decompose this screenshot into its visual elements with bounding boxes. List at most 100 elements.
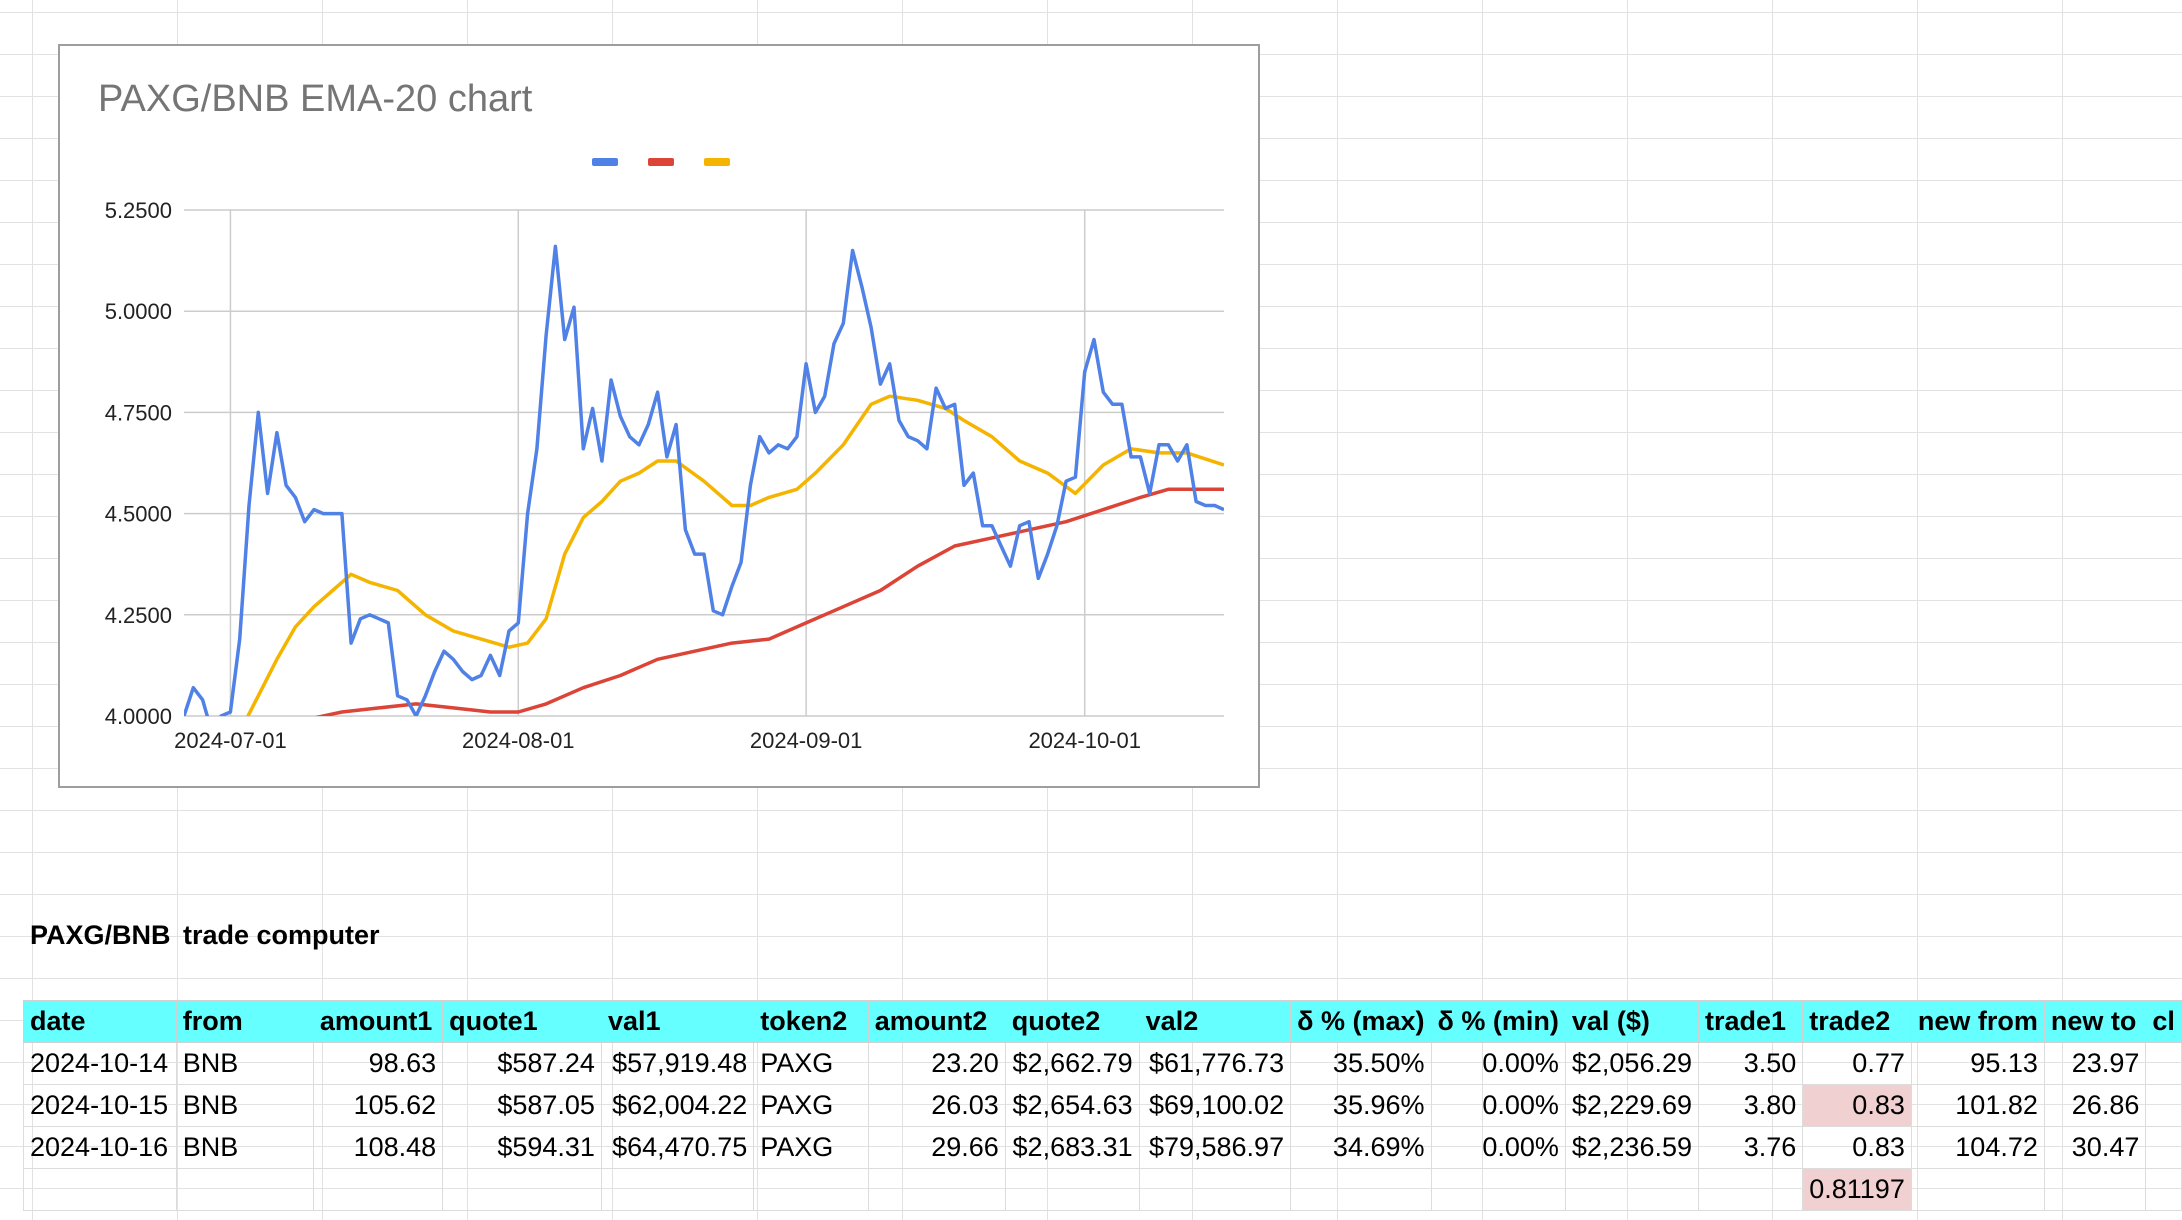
cell-delta-min[interactable]: 0.00%: [1430, 1084, 1566, 1127]
cell-val1[interactable]: $64,470.75: [600, 1126, 755, 1169]
cell-empty[interactable]: [23, 1168, 177, 1211]
cell-new-from[interactable]: 101.82: [1910, 1084, 2045, 1127]
cell-amount2[interactable]: 29.66: [867, 1126, 1006, 1169]
cell-empty[interactable]: [1004, 1168, 1140, 1211]
header-new-to[interactable]: new to: [2043, 1000, 2147, 1043]
cell-date[interactable]: 2024-10-15: [23, 1084, 177, 1127]
cell-empty[interactable]: [1430, 1168, 1566, 1211]
header-trade1[interactable]: trade1: [1697, 1000, 1804, 1043]
header-amount1[interactable]: amount1: [312, 1000, 444, 1043]
cell-quote2[interactable]: $2,662.79: [1004, 1042, 1140, 1085]
header-delta-min[interactable]: δ % (min): [1430, 1000, 1566, 1043]
cell-delta-max[interactable]: 35.50%: [1290, 1042, 1432, 1085]
cell-quote2[interactable]: $2,683.31: [1004, 1126, 1140, 1169]
cell-new-to[interactable]: 26.86: [2043, 1084, 2147, 1127]
cell-new-to[interactable]: 30.47: [2043, 1126, 2147, 1169]
cell-delta-min[interactable]: 0.00%: [1430, 1126, 1566, 1169]
cell-token2[interactable]: PAXG: [753, 1042, 869, 1085]
table-row: 2024-10-16 BNB 108.48 $594.31 $64,470.75…: [23, 1126, 2182, 1169]
cell-val2[interactable]: $79,586.97: [1138, 1126, 1292, 1169]
cell-token2[interactable]: PAXG: [753, 1126, 869, 1169]
cell-quote1[interactable]: $587.05: [442, 1084, 602, 1127]
cell-val-usd[interactable]: $2,229.69: [1564, 1084, 1700, 1127]
header-cl[interactable]: cl: [2145, 1000, 2182, 1043]
cell-cl[interactable]: [2145, 1126, 2182, 1169]
legend-swatch-1: [592, 158, 618, 166]
header-amount2[interactable]: amount2: [867, 1000, 1006, 1043]
cell-val1[interactable]: $62,004.22: [600, 1084, 755, 1127]
cell-trade1[interactable]: 3.50: [1697, 1042, 1804, 1085]
header-val1[interactable]: val1: [600, 1000, 755, 1043]
cell-empty[interactable]: [1138, 1168, 1292, 1211]
table-row: 2024-10-14 BNB 98.63 $587.24 $57,919.48 …: [23, 1042, 2182, 1085]
cell-empty[interactable]: [600, 1168, 755, 1211]
header-quote2[interactable]: quote2: [1004, 1000, 1140, 1043]
header-token2[interactable]: token2: [753, 1000, 869, 1043]
cell-empty[interactable]: [1697, 1168, 1804, 1211]
cell-new-from[interactable]: 95.13: [1910, 1042, 2045, 1085]
cell-delta-max[interactable]: 34.69%: [1290, 1126, 1432, 1169]
cell-from[interactable]: BNB: [175, 1084, 314, 1127]
cell-cl[interactable]: [2145, 1084, 2182, 1127]
chart-panel[interactable]: PAXG/BNB EMA-20 chart 4.0000 4.2500 4.5000…: [58, 44, 1260, 788]
cell-trade1[interactable]: 3.80: [1697, 1084, 1804, 1127]
header-new-from[interactable]: new from: [1910, 1000, 2045, 1043]
header-date[interactable]: date: [23, 1000, 177, 1043]
cell-new-to[interactable]: 23.97: [2043, 1042, 2147, 1085]
cell-quote1[interactable]: $594.31: [442, 1126, 602, 1169]
y-tick-label: 4.0000: [105, 704, 172, 729]
cell-token2[interactable]: PAXG: [753, 1084, 869, 1127]
header-quote1[interactable]: quote1: [442, 1000, 602, 1043]
cell-empty[interactable]: [312, 1168, 444, 1211]
cell-from[interactable]: BNB: [175, 1126, 314, 1169]
header-row: date from amount1 quote1 val1 token2 amo…: [23, 1000, 2182, 1043]
cell-quote1[interactable]: $587.24: [442, 1042, 602, 1085]
y-tick-label: 4.2500: [105, 603, 172, 628]
cell-trade2-average[interactable]: 0.81197: [1802, 1168, 1912, 1211]
cell-amount1[interactable]: 98.63: [312, 1042, 444, 1085]
cell-empty[interactable]: [1564, 1168, 1700, 1211]
cell-quote2[interactable]: $2,654.63: [1004, 1084, 1140, 1127]
cell-empty[interactable]: [175, 1168, 314, 1211]
header-val2[interactable]: val2: [1138, 1000, 1292, 1043]
cell-amount2[interactable]: 23.20: [867, 1042, 1006, 1085]
cell-trade2[interactable]: 0.77: [1802, 1042, 1912, 1085]
cell-val-usd[interactable]: $2,236.59: [1564, 1126, 1700, 1169]
cell-amount2[interactable]: 26.03: [867, 1084, 1006, 1127]
cell-empty[interactable]: [1910, 1168, 2045, 1211]
cell-empty[interactable]: [1290, 1168, 1432, 1211]
cell-val1[interactable]: $57,919.48: [600, 1042, 755, 1085]
cell-date[interactable]: 2024-10-14: [23, 1042, 177, 1085]
cell-empty[interactable]: [2145, 1168, 2182, 1211]
cell-from[interactable]: BNB: [175, 1042, 314, 1085]
cell-trade1[interactable]: 3.76: [1697, 1126, 1804, 1169]
header-delta-max[interactable]: δ % (max): [1290, 1000, 1432, 1043]
cell-amount1[interactable]: 108.48: [312, 1126, 444, 1169]
cell-val2[interactable]: $61,776.73: [1138, 1042, 1292, 1085]
cell-empty[interactable]: [442, 1168, 602, 1211]
cell-empty[interactable]: [2043, 1168, 2147, 1211]
cell-date[interactable]: 2024-10-16: [23, 1126, 177, 1169]
header-from[interactable]: from: [175, 1000, 314, 1043]
cell-delta-min[interactable]: 0.00%: [1430, 1042, 1566, 1085]
table-row: 0.81197: [23, 1168, 2182, 1211]
y-tick-label: 5.2500: [105, 198, 172, 223]
y-tick-label: 5.0000: [105, 299, 172, 324]
cell-trade2-highlighted[interactable]: 0.83: [1802, 1084, 1912, 1127]
cell-new-from[interactable]: 104.72: [1910, 1126, 2045, 1169]
cell-cl[interactable]: [2145, 1042, 2182, 1085]
y-tick-label: 4.5000: [105, 502, 172, 527]
table-row: 2024-10-15 BNB 105.62 $587.05 $62,004.22…: [23, 1084, 2182, 1127]
cell-amount1[interactable]: 105.62: [312, 1084, 444, 1127]
cell-val-usd[interactable]: $2,056.29: [1564, 1042, 1700, 1085]
x-tick-label: 2024-09-01: [750, 728, 863, 753]
cell-val2[interactable]: $69,100.02: [1138, 1084, 1292, 1127]
cell-delta-max[interactable]: 35.96%: [1290, 1084, 1432, 1127]
cell-empty[interactable]: [867, 1168, 1006, 1211]
cell-empty[interactable]: [753, 1168, 869, 1211]
series-line-2: [314, 487, 1224, 716]
x-tick-label: 2024-10-01: [1028, 728, 1141, 753]
header-trade2[interactable]: trade2: [1802, 1000, 1912, 1043]
cell-trade2[interactable]: 0.83: [1802, 1126, 1912, 1169]
header-val-usd[interactable]: val ($): [1564, 1000, 1700, 1043]
